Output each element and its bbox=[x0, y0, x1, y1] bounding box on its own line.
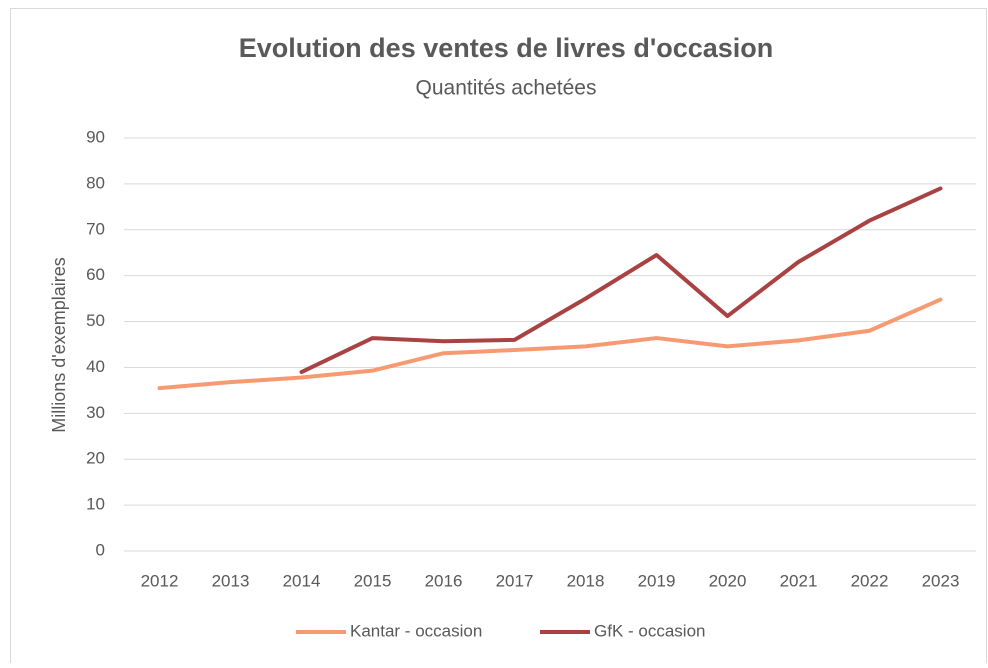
x-tick-label: 2019 bbox=[638, 571, 676, 590]
x-tick-label: 2018 bbox=[567, 571, 605, 590]
x-tick-label: 2023 bbox=[922, 571, 960, 590]
x-tick-label: 2016 bbox=[425, 571, 463, 590]
y-tick-label: 80 bbox=[86, 173, 105, 192]
x-tick-label: 2020 bbox=[709, 571, 747, 590]
x-tick-label: 2013 bbox=[212, 571, 250, 590]
x-tick-label: 2012 bbox=[141, 571, 179, 590]
legend-label: GfK - occasion bbox=[594, 621, 706, 640]
x-tick-label: 2021 bbox=[780, 571, 818, 590]
y-axis-label: Millions d'exemplaires bbox=[49, 257, 69, 433]
line-series bbox=[157, 297, 943, 391]
y-tick-label: 70 bbox=[86, 219, 105, 238]
y-tick-label: 40 bbox=[86, 357, 105, 376]
x-tick-label: 2015 bbox=[354, 571, 392, 590]
y-tick-label: 60 bbox=[86, 265, 105, 284]
x-tick-label: 2014 bbox=[283, 571, 321, 590]
legend-label: Kantar - occasion bbox=[350, 621, 482, 640]
y-tick-label: 10 bbox=[86, 495, 105, 514]
x-tick-label: 2022 bbox=[851, 571, 889, 590]
chart-title: Evolution des ventes de livres d'occasio… bbox=[239, 33, 774, 63]
line-series bbox=[299, 186, 943, 375]
y-tick-label: 20 bbox=[86, 449, 105, 468]
y-tick-label: 30 bbox=[86, 403, 105, 422]
y-tick-label: 50 bbox=[86, 311, 105, 330]
chart-subtitle: Quantités achetées bbox=[416, 77, 597, 100]
y-tick-label: 90 bbox=[86, 127, 105, 146]
y-tick-label: 0 bbox=[96, 540, 105, 559]
x-tick-label: 2017 bbox=[496, 571, 534, 590]
